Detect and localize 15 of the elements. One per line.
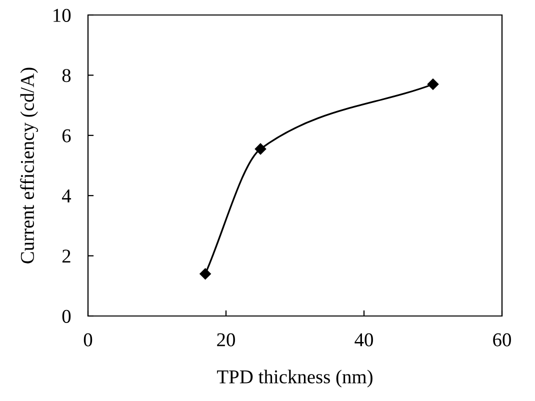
y-tick-label: 0 [62, 310, 71, 323]
y-tick-label: 8 [62, 69, 71, 82]
point [254, 143, 266, 155]
y-tick-label: 4 [62, 190, 72, 202]
y-tick-label: 6 [62, 129, 71, 142]
y-axis-title: Current efficiency (cd/A) [20, 68, 38, 264]
x-tick-label: 20 [217, 333, 235, 346]
y-tick-label: 2 [62, 250, 70, 263]
x-tick-label: 40 [354, 333, 373, 346]
y-tick-label: 10 [54, 8, 71, 22]
x-tick-label: 60 [493, 333, 511, 346]
x-axis-title: TPD thickness (nm) [217, 370, 372, 388]
point [427, 78, 439, 90]
point [200, 268, 211, 280]
x-tick-label: 0 [84, 333, 92, 346]
